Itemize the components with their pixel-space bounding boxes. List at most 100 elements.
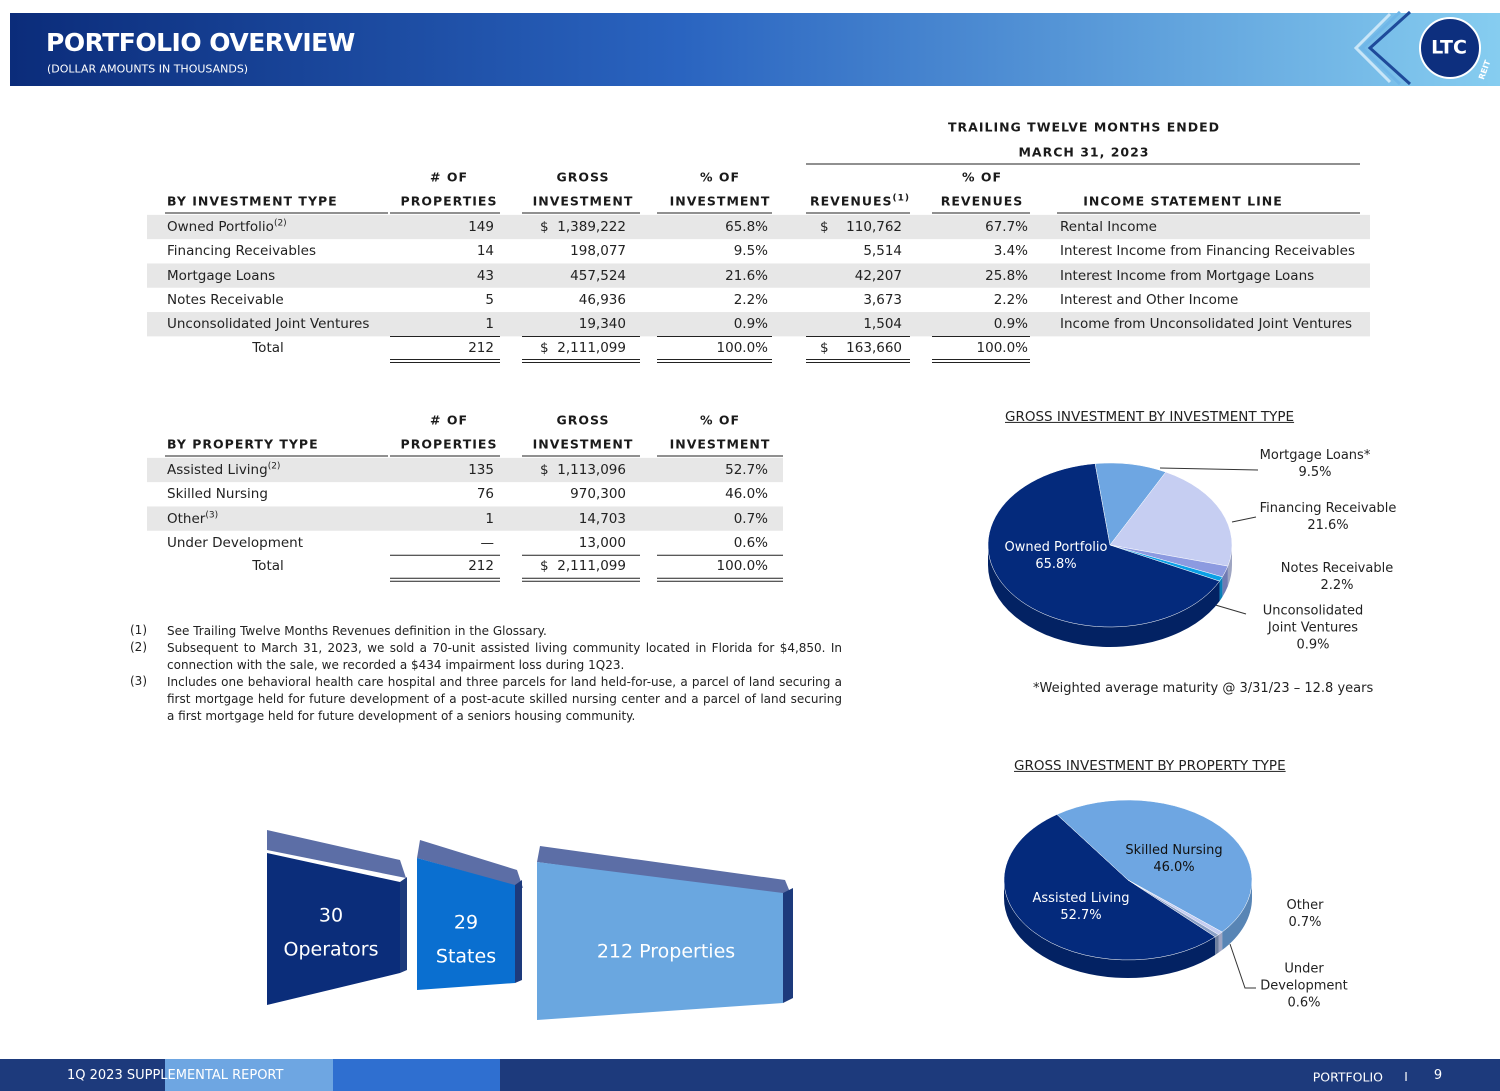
table-cell: 14,703 (578, 510, 626, 527)
column-header: INVESTMENT (669, 193, 771, 209)
chart-title: GROSS INVESTMENT BY INVESTMENT TYPE (1005, 408, 1295, 425)
column-header: BY INVESTMENT TYPE (167, 193, 338, 209)
footnote-text: See Trailing Twelve Months Revenues defi… (167, 624, 547, 638)
pie-sides (1004, 880, 1252, 978)
pie-slice-side (988, 545, 1220, 647)
pie-label-value: 65.8% (1035, 557, 1077, 572)
table-cell: 67.7% (985, 218, 1028, 235)
column-header: INVESTMENT (532, 193, 634, 209)
total-label: Total (252, 339, 284, 356)
cell-text: Owned Portfolio (167, 219, 274, 236)
header-banner (10, 13, 1500, 86)
table-cell: 100.0% (716, 339, 768, 356)
pie-label-name: Financing Receivable (1259, 501, 1397, 516)
table-cell: Assisted Living(2) (167, 462, 280, 479)
title: PORTFOLIO OVERVIEW (46, 28, 355, 57)
table-cell: 52.7% (725, 461, 768, 478)
cell-text: Assisted Living (167, 462, 268, 479)
logo: LTC (1431, 36, 1467, 59)
highlight-label: 212 Properties (596, 940, 736, 963)
table-cell: 110,762 (846, 218, 902, 235)
column-header: % OF (961, 169, 1003, 185)
super-header: TRAILING TWELVE MONTHS ENDED (948, 119, 1220, 135)
logo-chevrons (1353, 10, 1412, 86)
column-header: # OF (430, 412, 468, 428)
pie-slice (1109, 544, 1223, 582)
footnote-ref: (2) (267, 461, 281, 472)
table-cell: Unconsolidated Joint Ventures (167, 316, 370, 333)
table-cell: Under Development (167, 534, 304, 551)
pie-label: Skilled Nursing 46.0% (1109, 842, 1239, 876)
column-header: INVESTMENT (532, 436, 634, 452)
table-cell: 2,111,099 (557, 558, 626, 575)
subtitle: (DOLLAR AMOUNTS IN THOUSANDS) (47, 62, 249, 76)
table-cell: 46,936 (578, 291, 626, 308)
column-header: BY PROPERTY TYPE (167, 436, 319, 452)
footer-band (500, 1059, 1500, 1091)
row-band (147, 457, 783, 483)
pie-label-value: 0.7% (1288, 915, 1322, 930)
pie-label: Notes Receivable 2.2% (1267, 560, 1407, 594)
page-number: 9 (1433, 1068, 1443, 1084)
table-cell: 46.0% (725, 486, 768, 503)
table-cell: 3,673 (863, 291, 902, 308)
table-cell: 42,207 (854, 267, 902, 284)
currency: $ (540, 461, 549, 478)
table-cell: Other(3) (167, 510, 218, 527)
table-cell: 0.9% (993, 316, 1028, 333)
table-cell: 100.0% (716, 558, 768, 575)
table-cell: 2,111,099 (557, 339, 626, 356)
footer-section: PORTFOLIO (1312, 1069, 1383, 1085)
footnote-text: Includes one behavioral health care hosp… (167, 675, 842, 723)
table-cell: Owned Portfolio(2) (167, 219, 287, 236)
pie-label: Owned Portfolio 65.8% (991, 539, 1121, 573)
leader-lines (1159, 467, 1259, 989)
pie-slices (987, 462, 1233, 628)
table-cell: 970,300 (570, 486, 626, 503)
column-header: # OF (430, 169, 468, 185)
pie-label: Other 0.7% (1265, 897, 1345, 931)
table-cell: Interest Income from Financing Receivabl… (1060, 243, 1355, 260)
table-cell: 1,504 (863, 316, 902, 333)
column-header: % OF (699, 169, 741, 185)
table-cell: 2.2% (993, 291, 1028, 308)
table-cell: 9.5% (733, 243, 768, 260)
table-cell: 149 (468, 218, 494, 235)
table-cell: Rental Income (1060, 218, 1157, 235)
footer-band (333, 1059, 500, 1091)
highlight-label: States (435, 945, 497, 968)
highlight-shapes (267, 830, 793, 1020)
pie-slice-side (1222, 880, 1252, 951)
row-band (147, 214, 1370, 240)
table-cell: 135 (468, 461, 494, 478)
currency: $ (540, 558, 549, 575)
table-cell: 21.6% (725, 267, 768, 284)
table-cell: 5 (485, 291, 494, 308)
table-cell: 0.6% (733, 534, 768, 551)
pie-slice (1109, 471, 1233, 567)
highlight-count: 29 (453, 911, 479, 934)
logo-circle (1419, 17, 1481, 79)
table-cell: 1,113,096 (557, 461, 626, 478)
column-header: GROSS (556, 412, 610, 428)
pie-label: Financing Receivable 21.6% (1248, 500, 1408, 534)
table-cell: 1,389,222 (557, 218, 626, 235)
pie-label: Assisted Living 52.7% (1016, 890, 1146, 924)
table-cell: 76 (476, 486, 494, 503)
table-cell: 457,524 (570, 267, 626, 284)
pie-label-value: 0.6% (1287, 995, 1321, 1011)
pie-label-name: Owned Portfolio (1004, 540, 1108, 555)
table-cell: 14 (476, 243, 494, 260)
pie-slice-side (1218, 932, 1223, 953)
table-cell: 5,514 (863, 243, 902, 260)
highlight-label: Operators (283, 938, 379, 961)
currency: $ (540, 218, 549, 235)
column-header-text: REVENUES (809, 193, 893, 209)
pie-label-value: 21.6% (1307, 518, 1349, 533)
table-cell: 2.2% (733, 291, 768, 308)
table-cell: Mortgage Loans (167, 267, 276, 284)
table-cell: 3.4% (993, 243, 1028, 260)
currency: $ (820, 339, 829, 356)
pie-label-name: Mortgage Loans* (1259, 448, 1371, 463)
